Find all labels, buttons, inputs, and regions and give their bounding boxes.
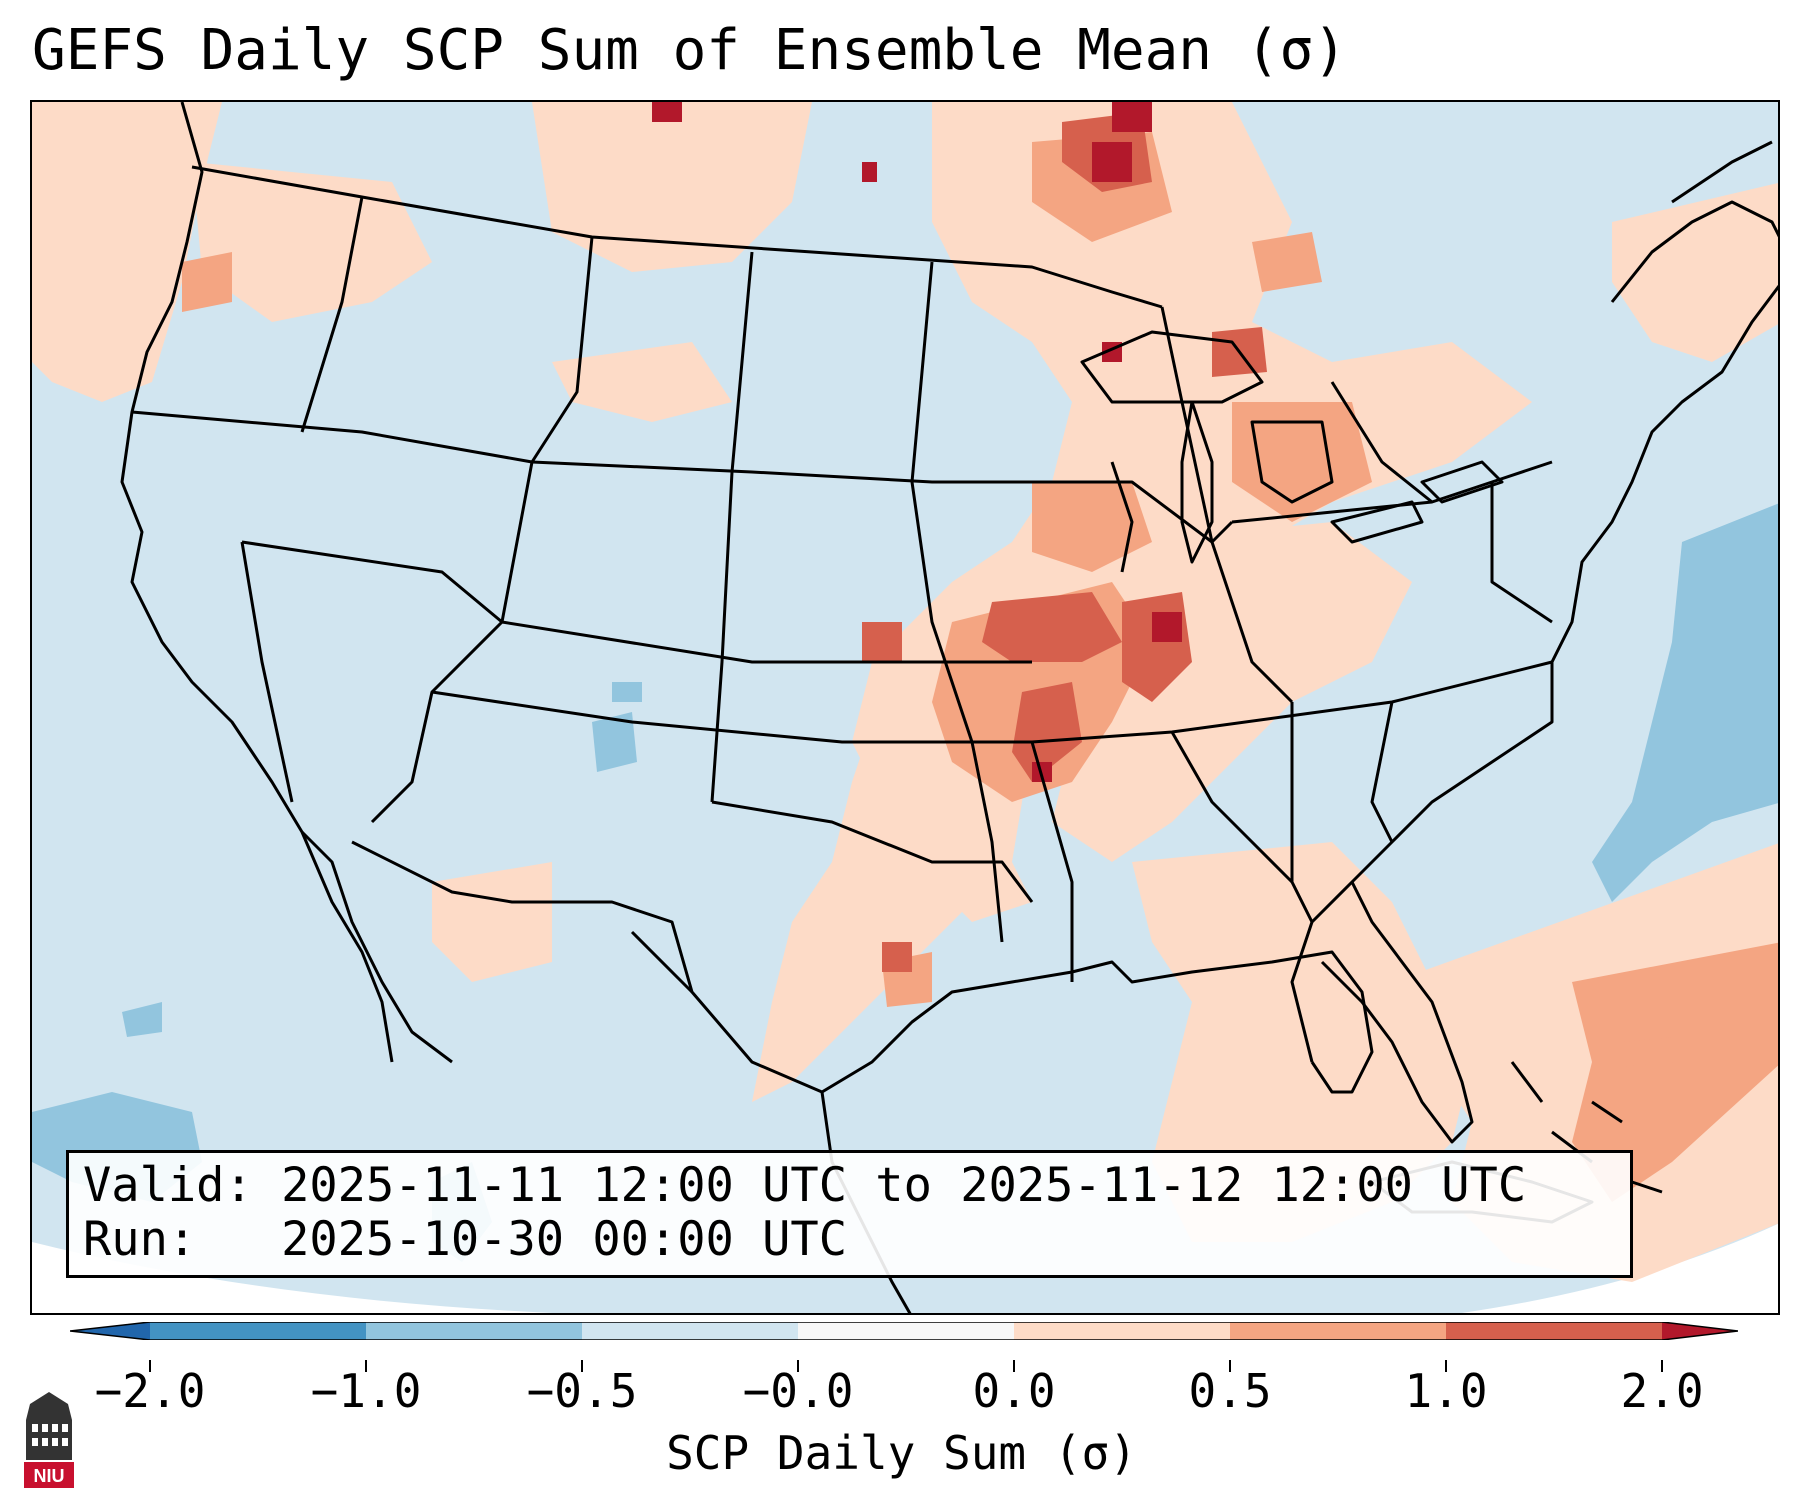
colorbar-tick-label: −0.5 — [526, 1364, 638, 1418]
colorbar-ticks — [149, 1360, 1663, 1372]
colorbar-extend-low — [70, 1322, 150, 1340]
colorbar-label: SCP Daily Sum (σ) — [666, 1426, 1137, 1480]
map-boundaries — [120, 102, 1778, 1313]
niu-logo: NIU — [24, 1392, 74, 1488]
bahamas-outline — [1510, 1061, 1663, 1194]
run-label: Run: — [83, 1212, 197, 1267]
colorbar-segment — [1446, 1322, 1662, 1340]
colorbar-segment — [798, 1322, 1014, 1340]
pacific-coast — [120, 102, 394, 1063]
valid-line: Valid: 2025-11-11 12:00 UTC to 2025-11-1… — [83, 1159, 1630, 1213]
colorbar-tick-label: −0.0 — [742, 1364, 854, 1418]
colorbar-segment — [1014, 1322, 1230, 1340]
colorbar-tick-label: −2.0 — [94, 1364, 206, 1418]
outside-domain-left — [32, 1242, 553, 1313]
valid-value: 2025-11-11 12:00 UTC to 2025-11-12 12:00… — [281, 1158, 1527, 1213]
colorbar-segment — [366, 1322, 582, 1340]
colorbar-tick-label: 1.0 — [1404, 1364, 1488, 1418]
map-canvas — [32, 102, 1778, 1313]
florida-coast — [1320, 881, 1474, 1144]
svg-text:NIU: NIU — [34, 1466, 65, 1486]
run-value: 2025-10-30 00:00 UTC — [281, 1212, 848, 1267]
colorbar-tick-label: −1.0 — [310, 1364, 422, 1418]
anomaly-regions-extreme — [652, 102, 1182, 782]
colorbar-segment — [582, 1322, 798, 1340]
colorbar-tick-label: 2.0 — [1620, 1364, 1704, 1418]
baja-coast — [300, 830, 453, 1064]
valid-run-info-box: Valid: 2025-11-11 12:00 UTC to 2025-11-1… — [66, 1150, 1633, 1278]
colorbar-segment — [1230, 1322, 1446, 1340]
colorbar-tick-label: 0.5 — [1188, 1364, 1272, 1418]
gulf-coast — [351, 840, 1374, 1094]
colorbar-tick-label: 0.0 — [972, 1364, 1056, 1418]
valid-label: Valid: — [83, 1158, 253, 1213]
colorbar-segment — [150, 1322, 366, 1340]
outside-domain-right — [1461, 1223, 1778, 1313]
map-panel — [30, 100, 1780, 1315]
chart-title: GEFS Daily SCP Sum of Ensemble Mean (σ) — [32, 18, 1347, 83]
colorbar-extend-high — [1662, 1322, 1738, 1340]
run-line: Run: 2025-10-30 00:00 UTC — [83, 1213, 1630, 1267]
atlantic-coast — [1290, 284, 1778, 1063]
colorbar — [70, 1322, 1738, 1340]
gulf-of-st-lawrence — [1671, 140, 1773, 204]
maritimes-coast — [1610, 200, 1778, 303]
